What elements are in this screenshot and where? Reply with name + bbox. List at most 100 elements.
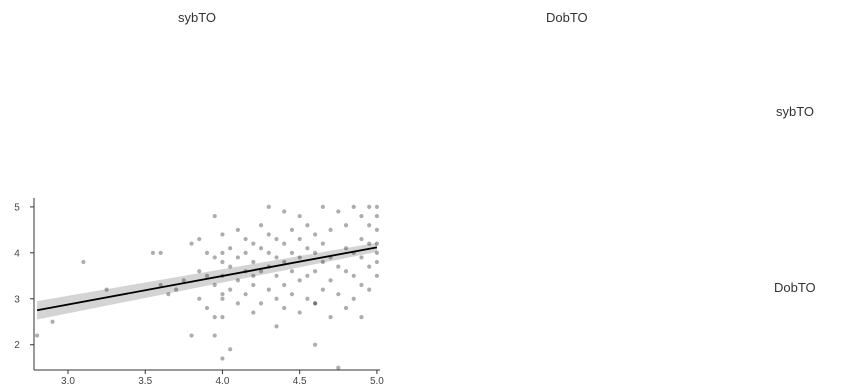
data-point bbox=[181, 278, 186, 283]
data-point bbox=[297, 236, 302, 242]
column-label-DobTO: DobTO bbox=[546, 10, 588, 25]
data-point bbox=[351, 204, 356, 209]
data-point bbox=[243, 236, 248, 242]
data-point bbox=[228, 264, 233, 269]
data-point bbox=[220, 356, 225, 361]
y-tick-label: 5 bbox=[14, 202, 20, 213]
data-point bbox=[343, 246, 349, 251]
data-point bbox=[374, 213, 380, 219]
data-point bbox=[212, 315, 217, 320]
data-point bbox=[282, 209, 287, 214]
data-point bbox=[297, 213, 302, 219]
data-point bbox=[343, 223, 349, 228]
data-point bbox=[197, 269, 202, 274]
data-point bbox=[204, 305, 210, 311]
data-point bbox=[328, 227, 333, 232]
data-point bbox=[374, 227, 380, 232]
data-point bbox=[351, 296, 356, 301]
data-point bbox=[251, 273, 256, 278]
data-point bbox=[212, 255, 217, 260]
row-label-sybTO: sybTO bbox=[776, 104, 815, 119]
data-point bbox=[197, 236, 202, 242]
data-point bbox=[104, 287, 109, 292]
data-point bbox=[266, 204, 271, 209]
data-point bbox=[320, 241, 325, 246]
data-point bbox=[336, 264, 341, 269]
data-point bbox=[282, 259, 287, 265]
data-point bbox=[258, 223, 264, 228]
data-point bbox=[289, 292, 295, 297]
data-point bbox=[235, 301, 240, 306]
data-point bbox=[359, 213, 364, 219]
data-point bbox=[235, 227, 240, 232]
data-point bbox=[313, 301, 318, 306]
data-point bbox=[158, 250, 163, 255]
x-tick-label: 5.0 bbox=[370, 376, 384, 387]
data-point bbox=[258, 246, 264, 251]
data-point bbox=[359, 282, 364, 288]
data-point bbox=[204, 250, 210, 255]
data-point bbox=[220, 292, 225, 297]
data-point bbox=[289, 269, 295, 274]
data-point bbox=[359, 236, 364, 242]
data-point bbox=[328, 315, 333, 320]
x-tick-label: 3.0 bbox=[61, 376, 75, 387]
column-label-sybTO: sybTO bbox=[178, 10, 217, 25]
data-point bbox=[266, 287, 271, 292]
data-point bbox=[313, 269, 318, 274]
data-point bbox=[50, 319, 55, 324]
data-point bbox=[297, 278, 302, 283]
data-point bbox=[197, 296, 202, 301]
data-point bbox=[313, 342, 318, 347]
data-point bbox=[367, 241, 372, 246]
row-label-DobTO: DobTO bbox=[774, 280, 816, 295]
data-point bbox=[220, 250, 225, 255]
data-point bbox=[328, 278, 333, 283]
data-point bbox=[251, 282, 256, 288]
data-point bbox=[367, 204, 372, 209]
data-point bbox=[305, 223, 310, 228]
data-point bbox=[258, 301, 264, 306]
data-point bbox=[251, 310, 256, 315]
data-point bbox=[336, 292, 341, 297]
x-tick-label: 4.0 bbox=[215, 376, 229, 387]
y-tick-label: 2 bbox=[14, 340, 20, 351]
data-point bbox=[158, 282, 163, 288]
data-point bbox=[166, 292, 171, 297]
data-point bbox=[343, 269, 349, 274]
data-point bbox=[274, 324, 279, 329]
data-point bbox=[174, 287, 179, 292]
data-point bbox=[220, 296, 225, 301]
data-point bbox=[297, 255, 302, 260]
data-point bbox=[274, 296, 279, 301]
data-point bbox=[220, 315, 225, 320]
data-point bbox=[374, 241, 380, 246]
data-point bbox=[343, 305, 349, 311]
data-point bbox=[320, 287, 325, 292]
data-point bbox=[150, 250, 156, 255]
data-point bbox=[212, 333, 217, 338]
data-point bbox=[251, 241, 256, 246]
data-point bbox=[367, 264, 372, 269]
data-point bbox=[266, 232, 271, 237]
data-point bbox=[258, 269, 264, 274]
data-point bbox=[374, 204, 380, 209]
data-point bbox=[235, 278, 240, 283]
data-point bbox=[313, 250, 318, 255]
data-point bbox=[228, 287, 233, 292]
data-point bbox=[274, 255, 279, 260]
data-point bbox=[320, 259, 325, 265]
data-point bbox=[212, 213, 217, 219]
data-point bbox=[320, 204, 325, 209]
data-point bbox=[313, 232, 318, 237]
data-point bbox=[235, 255, 240, 260]
data-point bbox=[228, 246, 233, 251]
data-point bbox=[266, 250, 271, 255]
data-point bbox=[367, 287, 372, 292]
data-point bbox=[243, 292, 248, 297]
data-point bbox=[220, 259, 225, 265]
data-point bbox=[220, 232, 225, 237]
data-point bbox=[367, 223, 372, 228]
data-point bbox=[189, 241, 194, 246]
